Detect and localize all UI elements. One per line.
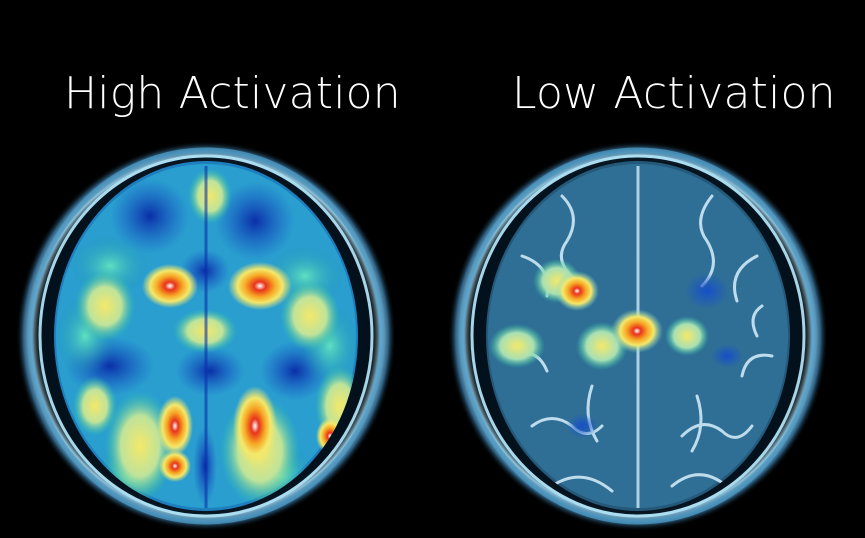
low-activation-label: Low Activation xyxy=(512,68,836,119)
low-activation-panel: Low Activation xyxy=(432,0,865,538)
high-activation-label: High Activation xyxy=(64,68,401,119)
low-activation-brain-scan xyxy=(442,136,842,536)
high-activation-panel: High Activation xyxy=(0,0,432,538)
high-activation-brain-scan xyxy=(10,136,410,536)
